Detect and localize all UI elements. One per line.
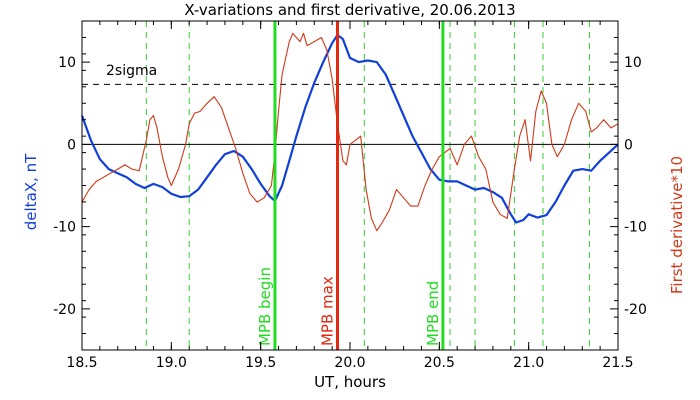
x-tick-label-4: 20.5	[424, 355, 455, 371]
y-tick-label-left-1: 0	[67, 137, 76, 153]
event-markers: MPB begin MPB max MPB end	[256, 21, 445, 350]
y-tick-label-right-0: 10	[624, 55, 642, 71]
deltax-series-line	[80, 33, 619, 224]
y-tick-label-left-2: -10	[53, 220, 76, 236]
y-tick-label-right-2: -10	[624, 220, 647, 236]
y-tick-label-right-1: 0	[624, 137, 633, 153]
x-tick-label-3: 20.0	[334, 355, 365, 371]
x-axis-label: UT, hours	[314, 373, 386, 391]
sigma-label: 2sigma	[106, 63, 157, 79]
chart-title: X-variations and first derivative, 20.06…	[184, 1, 515, 19]
marker-label-1: MPB max	[318, 276, 336, 346]
y-tick-label-right-3: -20	[624, 302, 647, 318]
x-tick-label-5: 21.0	[513, 355, 544, 371]
y-tick-label-left-3: -20	[53, 302, 76, 318]
x-tick-label-0: 18.5	[66, 355, 97, 371]
x-tick-label-2: 19.5	[245, 355, 276, 371]
y-axis-label-left: deltaX, nT	[22, 153, 40, 230]
y-axis-label-right: First derivative*10	[668, 156, 686, 294]
axes: 18.5 19.0 19.5 20.0 20.5 21.0 21.5 10 10 0 0 -10 -10…	[53, 20, 647, 371]
marker-label-2: MPB end	[424, 281, 442, 346]
y-tick-label-left-0: 10	[58, 55, 76, 71]
x-tick-label-6: 21.5	[602, 355, 633, 371]
x-tick-label-1: 19.0	[156, 355, 187, 371]
marker-label-0: MPB begin	[256, 267, 274, 346]
